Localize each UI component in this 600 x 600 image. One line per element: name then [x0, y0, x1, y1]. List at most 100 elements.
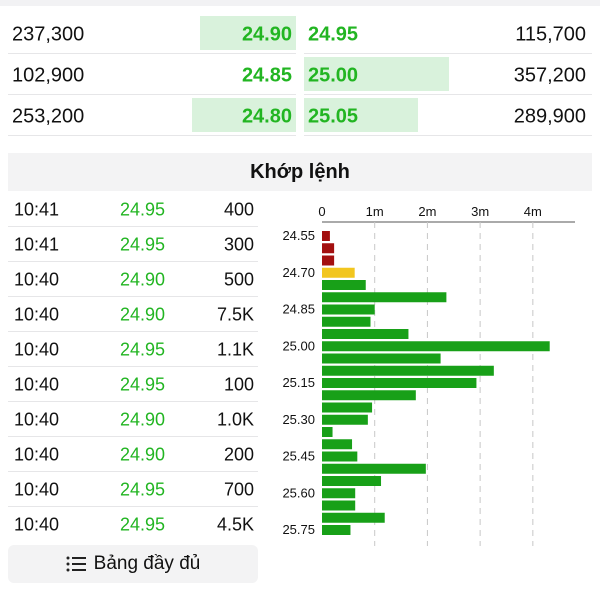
- full-table-button[interactable]: Bảng đầy đủ: [8, 545, 258, 583]
- volume-bar: [322, 439, 353, 450]
- row-divider: [304, 94, 592, 95]
- volume-bar: [322, 512, 385, 523]
- trade-volume: 700: [223, 479, 254, 499]
- volume-bar: [322, 292, 447, 303]
- order-book-row: 237,300 24.90 24.95 115,700: [0, 14, 600, 55]
- trade-volume: 4.5K: [216, 514, 254, 534]
- y-tick-label: 25.00: [282, 338, 315, 353]
- x-tick-label: 2m: [418, 204, 436, 219]
- row-divider: [8, 366, 258, 367]
- volume-bar: [322, 488, 356, 499]
- trade-volume: 300: [223, 234, 254, 254]
- trade-time: 10:40: [14, 374, 60, 394]
- trade-volume: 500: [223, 269, 254, 289]
- trade-price: 24.95: [120, 234, 166, 254]
- list-icon: [66, 556, 86, 572]
- bid-volume: 253,200: [12, 105, 85, 127]
- ask-depth-bar: [304, 57, 450, 91]
- trade-volume: 7.5K: [216, 304, 254, 324]
- volume-bar: [322, 316, 371, 327]
- bid-price[interactable]: 24.80: [241, 105, 292, 127]
- trade-row: 10:40 24.95 700: [0, 472, 262, 507]
- volume-bar: [322, 329, 409, 339]
- trade-row: 10:40 24.90 500: [0, 262, 262, 297]
- row-divider: [304, 135, 592, 136]
- trade-time: 10:40: [14, 304, 60, 324]
- volume-bar: [322, 500, 356, 511]
- x-tick-label: 1m: [366, 204, 384, 219]
- volume-bar: [322, 280, 366, 290]
- volume-by-price-chart: 0 1m 2m 3m 4m 24.55 24.70 24.85 25.00 25.15 25.30 2…: [282, 204, 575, 546]
- trade-time: 10:40: [14, 479, 60, 499]
- trade-row: 10:40 24.95 1.1K: [0, 332, 262, 367]
- trade-row: 10:41 24.95 300: [0, 227, 262, 262]
- volume-bar: [322, 304, 375, 315]
- full-table-label: Bảng đầy đủ: [93, 553, 201, 574]
- row-divider: [8, 471, 258, 472]
- volume-bar: [322, 402, 373, 413]
- trade-volume: 200: [223, 444, 254, 464]
- volume-bar: [322, 267, 355, 278]
- volume-bar: [322, 414, 368, 425]
- trade-time: 10:40: [14, 514, 60, 534]
- row-divider: [8, 436, 258, 437]
- trade-price: 24.90: [120, 444, 166, 464]
- order-book-row: 102,900 24.85 25.00 357,200: [0, 55, 600, 96]
- row-divider: [8, 53, 296, 54]
- bid-price[interactable]: 24.90: [241, 23, 292, 45]
- y-tick-label: 25.75: [282, 522, 315, 537]
- volume-bar: [322, 476, 382, 486]
- trade-time: 10:41: [14, 234, 60, 254]
- row-divider: [8, 296, 258, 297]
- trade-time: 10:40: [14, 339, 60, 359]
- trade-volume: 1.1K: [216, 339, 254, 359]
- trade-price: 24.90: [120, 269, 166, 289]
- trade-row: 10:40 24.90 1.0K: [0, 402, 262, 437]
- top-bar-remnant: [0, 0, 600, 6]
- y-tick-label: 25.60: [282, 485, 315, 500]
- volume-bar: [322, 390, 416, 401]
- volume-bar: [322, 463, 426, 474]
- volume-bar: [322, 353, 441, 364]
- trade-price: 24.95: [120, 479, 166, 499]
- row-divider: [8, 226, 258, 227]
- trade-time: 10:40: [14, 409, 60, 429]
- x-tick-label: 0: [318, 204, 325, 219]
- trade-row: 10:40 24.95 4.5K: [0, 507, 262, 542]
- x-tick-label: 3m: [471, 204, 489, 219]
- trade-volume: 400: [223, 199, 254, 219]
- order-book-row: 253,200 24.80 25.05 289,900: [0, 96, 600, 137]
- bid-price[interactable]: 24.85: [241, 64, 292, 86]
- ask-volume: 357,200: [513, 64, 586, 86]
- bid-volume: 237,300: [12, 23, 85, 45]
- trade-price: 24.95: [120, 199, 166, 219]
- y-tick-label: 24.85: [282, 302, 315, 317]
- bid-depth-bar: [192, 98, 296, 132]
- ask-price[interactable]: 25.00: [308, 64, 359, 86]
- trade-time: 10:40: [14, 269, 60, 289]
- row-divider: [304, 53, 592, 54]
- trade-price: 24.90: [120, 304, 166, 324]
- y-tick-label: 25.45: [282, 449, 315, 464]
- trade-row: 10:40 24.90 200: [0, 437, 262, 472]
- volume-bar: [322, 243, 335, 254]
- volume-bar: [322, 378, 477, 388]
- trade-time: 10:41: [14, 199, 60, 219]
- ask-price[interactable]: 24.95: [308, 23, 359, 45]
- bid-volume: 102,900: [12, 64, 85, 86]
- ask-price[interactable]: 25.05: [308, 105, 359, 127]
- trade-volume: 100: [223, 374, 254, 394]
- ask-volume: 115,700: [515, 23, 586, 45]
- row-divider: [8, 261, 258, 262]
- volume-bar: [322, 255, 335, 266]
- trade-price: 24.95: [120, 374, 166, 394]
- trade-row: 10:41 24.95 400: [0, 192, 262, 227]
- y-tick-label: 25.15: [282, 375, 315, 390]
- y-tick-label: 25.30: [282, 412, 315, 427]
- row-divider: [8, 331, 258, 332]
- ask-volume: 289,900: [513, 105, 586, 127]
- y-tick-label: 24.70: [282, 265, 315, 280]
- trade-row: 10:40 24.95 100: [0, 367, 262, 402]
- volume-bar: [322, 427, 333, 437]
- volume-bar: [322, 231, 330, 241]
